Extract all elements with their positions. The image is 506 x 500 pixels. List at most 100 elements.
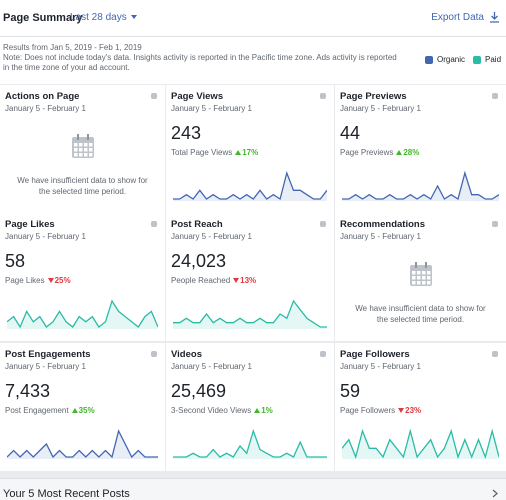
card-metric: Post Engagement 35%	[5, 406, 95, 415]
sparkline-area	[173, 301, 327, 329]
card-date: January 5 - February 1	[5, 362, 86, 371]
info-icon	[151, 221, 157, 227]
card-title: Videos	[171, 349, 202, 360]
calendar-cell	[73, 148, 77, 152]
card-metric: Page Previews 28%	[340, 148, 419, 157]
insight-card: Page Views January 5 - February 1 243 Total…	[166, 85, 334, 213]
sparkline-line	[173, 170, 327, 201]
export-button[interactable]: Export Data	[431, 12, 484, 23]
header: Page Summary Last 28 days Export Data	[0, 0, 506, 37]
insight-card: Page Previews January 5 - February 1 44 Pag…	[335, 85, 506, 213]
info-icon	[320, 93, 326, 99]
legend-item: Paid	[473, 55, 501, 64]
range-label[interactable]: Last 28 days	[70, 12, 127, 23]
legend-swatch	[473, 55, 482, 64]
metric-label: People Reached	[171, 276, 231, 285]
calendar-cell	[83, 148, 87, 152]
insight-card: Page Followers January 5 - February 1 59 Pa…	[335, 343, 506, 471]
card-date: January 5 - February 1	[5, 104, 86, 113]
info-icon	[320, 221, 326, 227]
calendar-cell	[426, 276, 430, 280]
info-panel: Results from Jan 5, 2019 - Feb 1, 2019 N…	[0, 37, 506, 84]
calendar-cell	[411, 281, 415, 285]
metric-label: Post Engagement	[5, 406, 69, 415]
calendar-body	[409, 265, 432, 286]
calendar-ring	[414, 262, 417, 268]
trend-arrow	[254, 408, 261, 413]
sparkline-line	[342, 170, 499, 201]
calendar-cell	[411, 276, 415, 280]
trend-change: 1%	[261, 406, 273, 415]
note: Note: Does not include today's data. Ins…	[3, 53, 397, 72]
empty-message: We have insufficient data to show for th…	[17, 176, 148, 196]
sparkline	[7, 299, 158, 329]
legend-label: Organic	[437, 55, 466, 64]
trend-change: 28%	[403, 148, 420, 157]
caret	[130, 15, 137, 20]
empty-message: We have insufficient data to show for th…	[355, 304, 486, 324]
calendar-cell	[83, 143, 87, 147]
calendar-ring	[76, 134, 79, 140]
trend-arrow	[398, 408, 405, 413]
sparkline	[173, 428, 327, 459]
card-metric: Page Followers 23%	[340, 406, 421, 415]
calendar-cell	[88, 153, 92, 157]
footer[interactable]: Your 5 Most Recent Posts	[0, 478, 506, 500]
download-icon[interactable]	[489, 11, 500, 23]
chevron[interactable]	[492, 489, 498, 498]
calendar-cell	[73, 153, 77, 157]
results-range: Results from Jan 5, 2019 - Feb 1, 2019	[3, 43, 142, 52]
sparkline-area	[342, 431, 499, 459]
trend-arrow	[235, 150, 242, 155]
range-dropdown[interactable]: Last 28 days	[70, 12, 138, 23]
insight-card: Page Likes January 5 - February 1 58 Page L…	[0, 213, 165, 341]
card-title: Actions on Page	[5, 91, 80, 102]
calendar-cell	[411, 271, 415, 275]
card-value: 59	[340, 381, 361, 401]
sparkline-line	[7, 429, 158, 459]
info-icon	[320, 351, 326, 357]
metric-label: Page Likes	[5, 276, 45, 285]
calendar-cell	[416, 271, 420, 275]
sparkline	[342, 170, 499, 201]
card-value: 24,023	[171, 251, 227, 271]
calendar-ring	[86, 134, 89, 140]
trend-change: 23%	[405, 406, 422, 415]
calendar-icon	[409, 262, 432, 286]
metric-label: Total Page Views	[171, 148, 233, 157]
card-metric: Total Page Views 17%	[171, 148, 258, 157]
trend-change: 13%	[240, 276, 257, 285]
calendar-icon	[71, 134, 94, 158]
calendar-cell	[416, 276, 420, 280]
card-metric: 3-Second Video Views 1%	[171, 406, 273, 415]
header-title: Page Summary	[3, 12, 83, 24]
calendar-cell	[421, 281, 425, 285]
footer-title[interactable]: Your 5 Most Recent Posts	[3, 488, 130, 500]
calendar-cell	[78, 143, 82, 147]
sparkline-area	[173, 173, 327, 201]
trend-change: 17%	[242, 148, 259, 157]
sparkline	[173, 299, 327, 329]
trend-change: 25%	[54, 276, 71, 285]
card-title: Page Likes	[5, 219, 55, 230]
metric-label: Page Followers	[340, 406, 396, 415]
metric-label: Page Previews	[340, 148, 394, 157]
legend-label: Paid	[485, 55, 502, 64]
sparkline-area	[7, 431, 158, 459]
info-icon	[151, 351, 157, 357]
calendar-cell	[78, 153, 82, 157]
trend-arrow	[396, 150, 403, 155]
legend-swatch	[425, 55, 433, 64]
calendar-cell	[83, 153, 87, 157]
insight-card: Recommendations January 5 - February 1 We …	[335, 213, 506, 341]
sparkline-line	[173, 299, 327, 328]
calendar-body	[71, 137, 94, 158]
legend: Organic Paid	[425, 55, 501, 64]
calendar-cell	[73, 143, 77, 147]
legend-item: Organic	[425, 55, 465, 64]
info-icon	[492, 351, 498, 357]
sparkline-line	[342, 428, 499, 459]
card-date: January 5 - February 1	[171, 232, 252, 241]
sparkline	[173, 170, 327, 201]
card-date: January 5 - February 1	[171, 104, 252, 113]
